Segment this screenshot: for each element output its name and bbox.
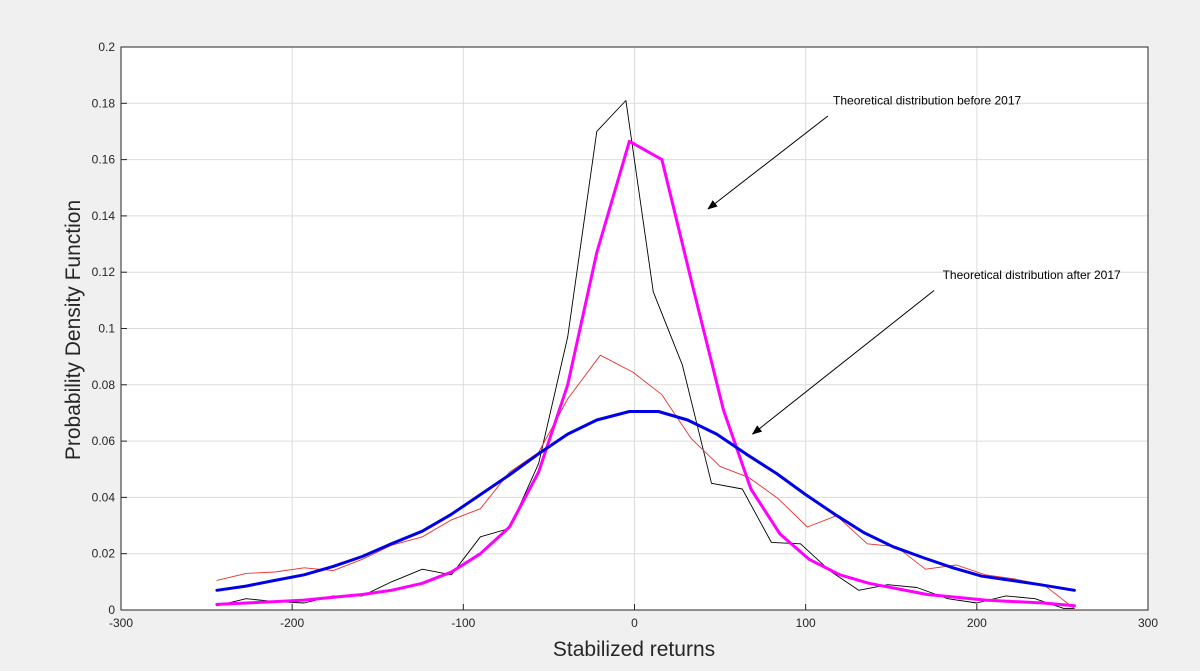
annotation-label: Theoretical distribution before 2017 bbox=[833, 94, 1021, 108]
x-axis-title: Stabilized returns bbox=[553, 638, 715, 661]
x-tick-label: 100 bbox=[796, 616, 816, 630]
x-tick-label: -100 bbox=[451, 616, 475, 630]
y-tick-label: 0.2 bbox=[98, 40, 115, 54]
y-tick-label: 0.04 bbox=[92, 490, 116, 504]
y-tick-label: 0 bbox=[108, 603, 115, 617]
x-tick-label: 300 bbox=[1138, 616, 1158, 630]
series-line-4 bbox=[215, 410, 1076, 592]
annotation-label: Theoretical distribution after 2017 bbox=[943, 268, 1121, 282]
annotation-arrow bbox=[707, 115, 829, 210]
y-tick-label: 0.14 bbox=[92, 209, 116, 223]
y-tick-label: 0.18 bbox=[92, 96, 116, 110]
tick-labels: -300 -200 -100 0 100 200 300 0 0.02 0.04 0.06 0.08 0… bbox=[92, 40, 1159, 630]
series-layer bbox=[215, 100, 1076, 610]
annotation-arrow bbox=[751, 290, 935, 435]
x-tick-label: -300 bbox=[109, 616, 133, 630]
series-line-2 bbox=[216, 354, 1075, 610]
x-tick-label: 200 bbox=[967, 616, 987, 630]
x-tick-label: 0 bbox=[631, 616, 638, 630]
y-tick-label: 0.06 bbox=[92, 434, 116, 448]
y-tick-label: 0.12 bbox=[92, 265, 116, 279]
x-tick-label: -200 bbox=[280, 616, 304, 630]
y-tick-label: 0.16 bbox=[92, 153, 116, 167]
y-axis-title: Probability Density Function bbox=[62, 200, 85, 460]
y-tick-label: 0.02 bbox=[92, 547, 116, 561]
annotations: Theoretical distribution before 2017 Theo… bbox=[707, 94, 1121, 435]
series-line-3 bbox=[215, 139, 1076, 608]
y-tick-label: 0.1 bbox=[98, 322, 115, 336]
y-tick-label: 0.08 bbox=[92, 378, 116, 392]
